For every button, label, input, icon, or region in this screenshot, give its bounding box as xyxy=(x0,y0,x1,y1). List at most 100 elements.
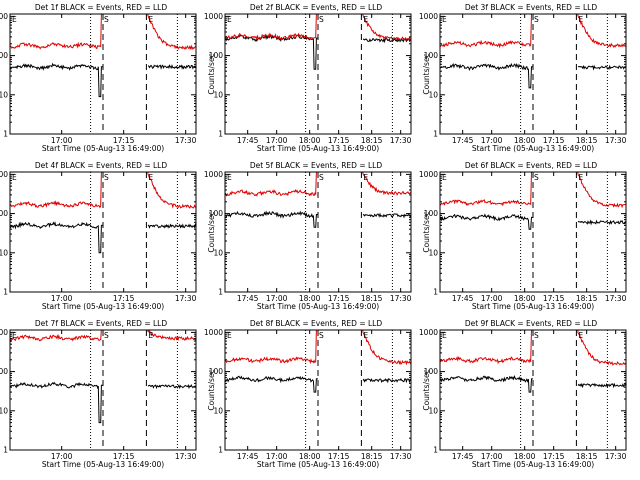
x-tick-label: 17:15 xyxy=(328,452,350,461)
end-marker: E xyxy=(578,15,583,24)
y-tick-label: 10 xyxy=(428,248,438,257)
x-tick-label: 17:15 xyxy=(543,452,565,461)
y-axis-label: Counts/sec xyxy=(207,211,216,252)
corner-marker: E xyxy=(12,331,17,340)
x-tick-label: 17:30 xyxy=(175,136,197,145)
x-tick-label: 17:45 xyxy=(237,136,259,145)
y-tick-label: 100 xyxy=(424,51,439,60)
y-tick-label: 1000 xyxy=(419,170,438,179)
x-tick-label: 18:00 xyxy=(299,452,321,461)
x-tick-label: 17:45 xyxy=(452,136,474,145)
y-tick-label: 100 xyxy=(0,209,8,218)
panel-det-8: Det 8f BLACK = Events, RED = LLD S E E 1 10 10… xyxy=(204,319,598,469)
x-tick-label: 17:00 xyxy=(481,452,503,461)
series-events-det-8 xyxy=(225,375,411,393)
corner-marker: E xyxy=(442,173,447,182)
x-tick-label: 17:00 xyxy=(481,136,503,145)
x-tick-label: 17:30 xyxy=(390,452,412,461)
y-tick-label: 100 xyxy=(209,367,224,376)
x-tick-label: 17:00 xyxy=(481,294,503,303)
end-marker: E xyxy=(578,331,583,340)
x-tick-label: 18:15 xyxy=(576,452,598,461)
y-tick-label: 100 xyxy=(209,51,224,60)
series-lld-det-2 xyxy=(225,14,411,42)
plot-frame xyxy=(439,329,627,451)
x-tick-label: 17:45 xyxy=(237,452,259,461)
start-marker: S xyxy=(534,15,539,24)
end-marker: E xyxy=(148,173,153,182)
panel-det-9: Det 9f BLACK = Events, RED = LLD S E E 1 10 10… xyxy=(419,319,627,469)
panel-title: Det 2f BLACK = Events, RED = LLD xyxy=(250,3,383,12)
plot-frame xyxy=(224,13,412,135)
x-axis-label: Start Time (05-Aug-13 16:49:00) xyxy=(257,460,379,469)
x-tick-label: 18:00 xyxy=(299,136,321,145)
corner-marker: E xyxy=(442,331,447,340)
x-tick-label: 17:30 xyxy=(390,136,412,145)
y-axis-label: Counts/sec xyxy=(0,211,1,252)
y-tick-label: 1 xyxy=(218,130,223,139)
y-tick-label: 1000 xyxy=(0,12,8,21)
x-tick-label: 18:00 xyxy=(299,294,321,303)
y-tick-label: 100 xyxy=(424,367,439,376)
x-tick-label: 18:15 xyxy=(361,136,383,145)
x-tick-label: 17:15 xyxy=(113,452,135,461)
y-axis-label: Counts/sec xyxy=(207,53,216,94)
start-marker: S xyxy=(104,173,109,182)
y-tick-label: 1000 xyxy=(0,170,8,179)
y-tick-label: 1 xyxy=(3,446,8,455)
series-lld-det-7 xyxy=(10,330,196,343)
x-axis-label: Start Time (05-Aug-13 16:49:00) xyxy=(42,144,164,153)
x-tick-label: 17:30 xyxy=(175,452,197,461)
x-tick-label: 17:00 xyxy=(266,452,288,461)
series-lld-det-8 xyxy=(225,330,411,366)
x-tick-label: 17:00 xyxy=(266,136,288,145)
y-tick-label: 1 xyxy=(218,446,223,455)
x-tick-label: 17:00 xyxy=(51,136,73,145)
x-tick-label: 17:15 xyxy=(543,294,565,303)
series-lld-det-3 xyxy=(440,14,626,49)
x-tick-label: 17:45 xyxy=(452,294,474,303)
series-events-det-9 xyxy=(440,374,626,393)
panel-det-1: Det 1f BLACK = Events, RED = LLD S E E 1 10 10… xyxy=(0,3,383,153)
y-axis-label: Counts/sec xyxy=(0,53,1,94)
x-tick-label: 18:00 xyxy=(514,136,536,145)
plot-frame xyxy=(224,171,412,293)
x-tick-label: 17:30 xyxy=(605,452,627,461)
x-tick-label: 17:15 xyxy=(113,136,135,145)
y-tick-label: 1000 xyxy=(204,12,223,21)
y-tick-label: 1000 xyxy=(204,170,223,179)
y-tick-label: 100 xyxy=(0,367,8,376)
x-tick-label: 18:15 xyxy=(361,294,383,303)
y-tick-label: 1 xyxy=(218,288,223,297)
panel-title: Det 3f BLACK = Events, RED = LLD xyxy=(465,3,598,12)
x-tick-label: 18:15 xyxy=(576,136,598,145)
y-tick-label: 1000 xyxy=(419,328,438,337)
x-tick-label: 18:00 xyxy=(514,294,536,303)
x-tick-label: 17:00 xyxy=(266,294,288,303)
series-events-det-5 xyxy=(225,210,411,228)
y-tick-label: 10 xyxy=(428,90,438,99)
x-tick-label: 18:00 xyxy=(514,452,536,461)
x-tick-label: 17:30 xyxy=(605,294,627,303)
start-marker: S xyxy=(319,15,324,24)
end-marker: E xyxy=(363,331,368,340)
plot-frame xyxy=(439,13,627,135)
panel-title: Det 4f BLACK = Events, RED = LLD xyxy=(35,161,168,170)
start-marker: S xyxy=(104,15,109,24)
corner-marker: E xyxy=(442,15,447,24)
x-tick-label: 17:15 xyxy=(543,136,565,145)
x-tick-label: 17:15 xyxy=(113,294,135,303)
y-tick-label: 1000 xyxy=(0,328,8,337)
plot-frame xyxy=(9,329,197,451)
y-tick-label: 1 xyxy=(433,446,438,455)
x-tick-label: 17:45 xyxy=(452,452,474,461)
series-events-det-1 xyxy=(10,62,196,98)
panel-det-3: Det 3f BLACK = Events, RED = LLD S E E 1 10 10… xyxy=(419,3,627,153)
plot-frame xyxy=(439,171,627,293)
y-tick-label: 10 xyxy=(213,406,223,415)
x-tick-label: 17:15 xyxy=(328,294,350,303)
x-axis-label: Start Time (05-Aug-13 16:49:00) xyxy=(42,302,164,311)
panel-title: Det 8f BLACK = Events, RED = LLD xyxy=(250,319,383,328)
y-tick-label: 10 xyxy=(428,406,438,415)
